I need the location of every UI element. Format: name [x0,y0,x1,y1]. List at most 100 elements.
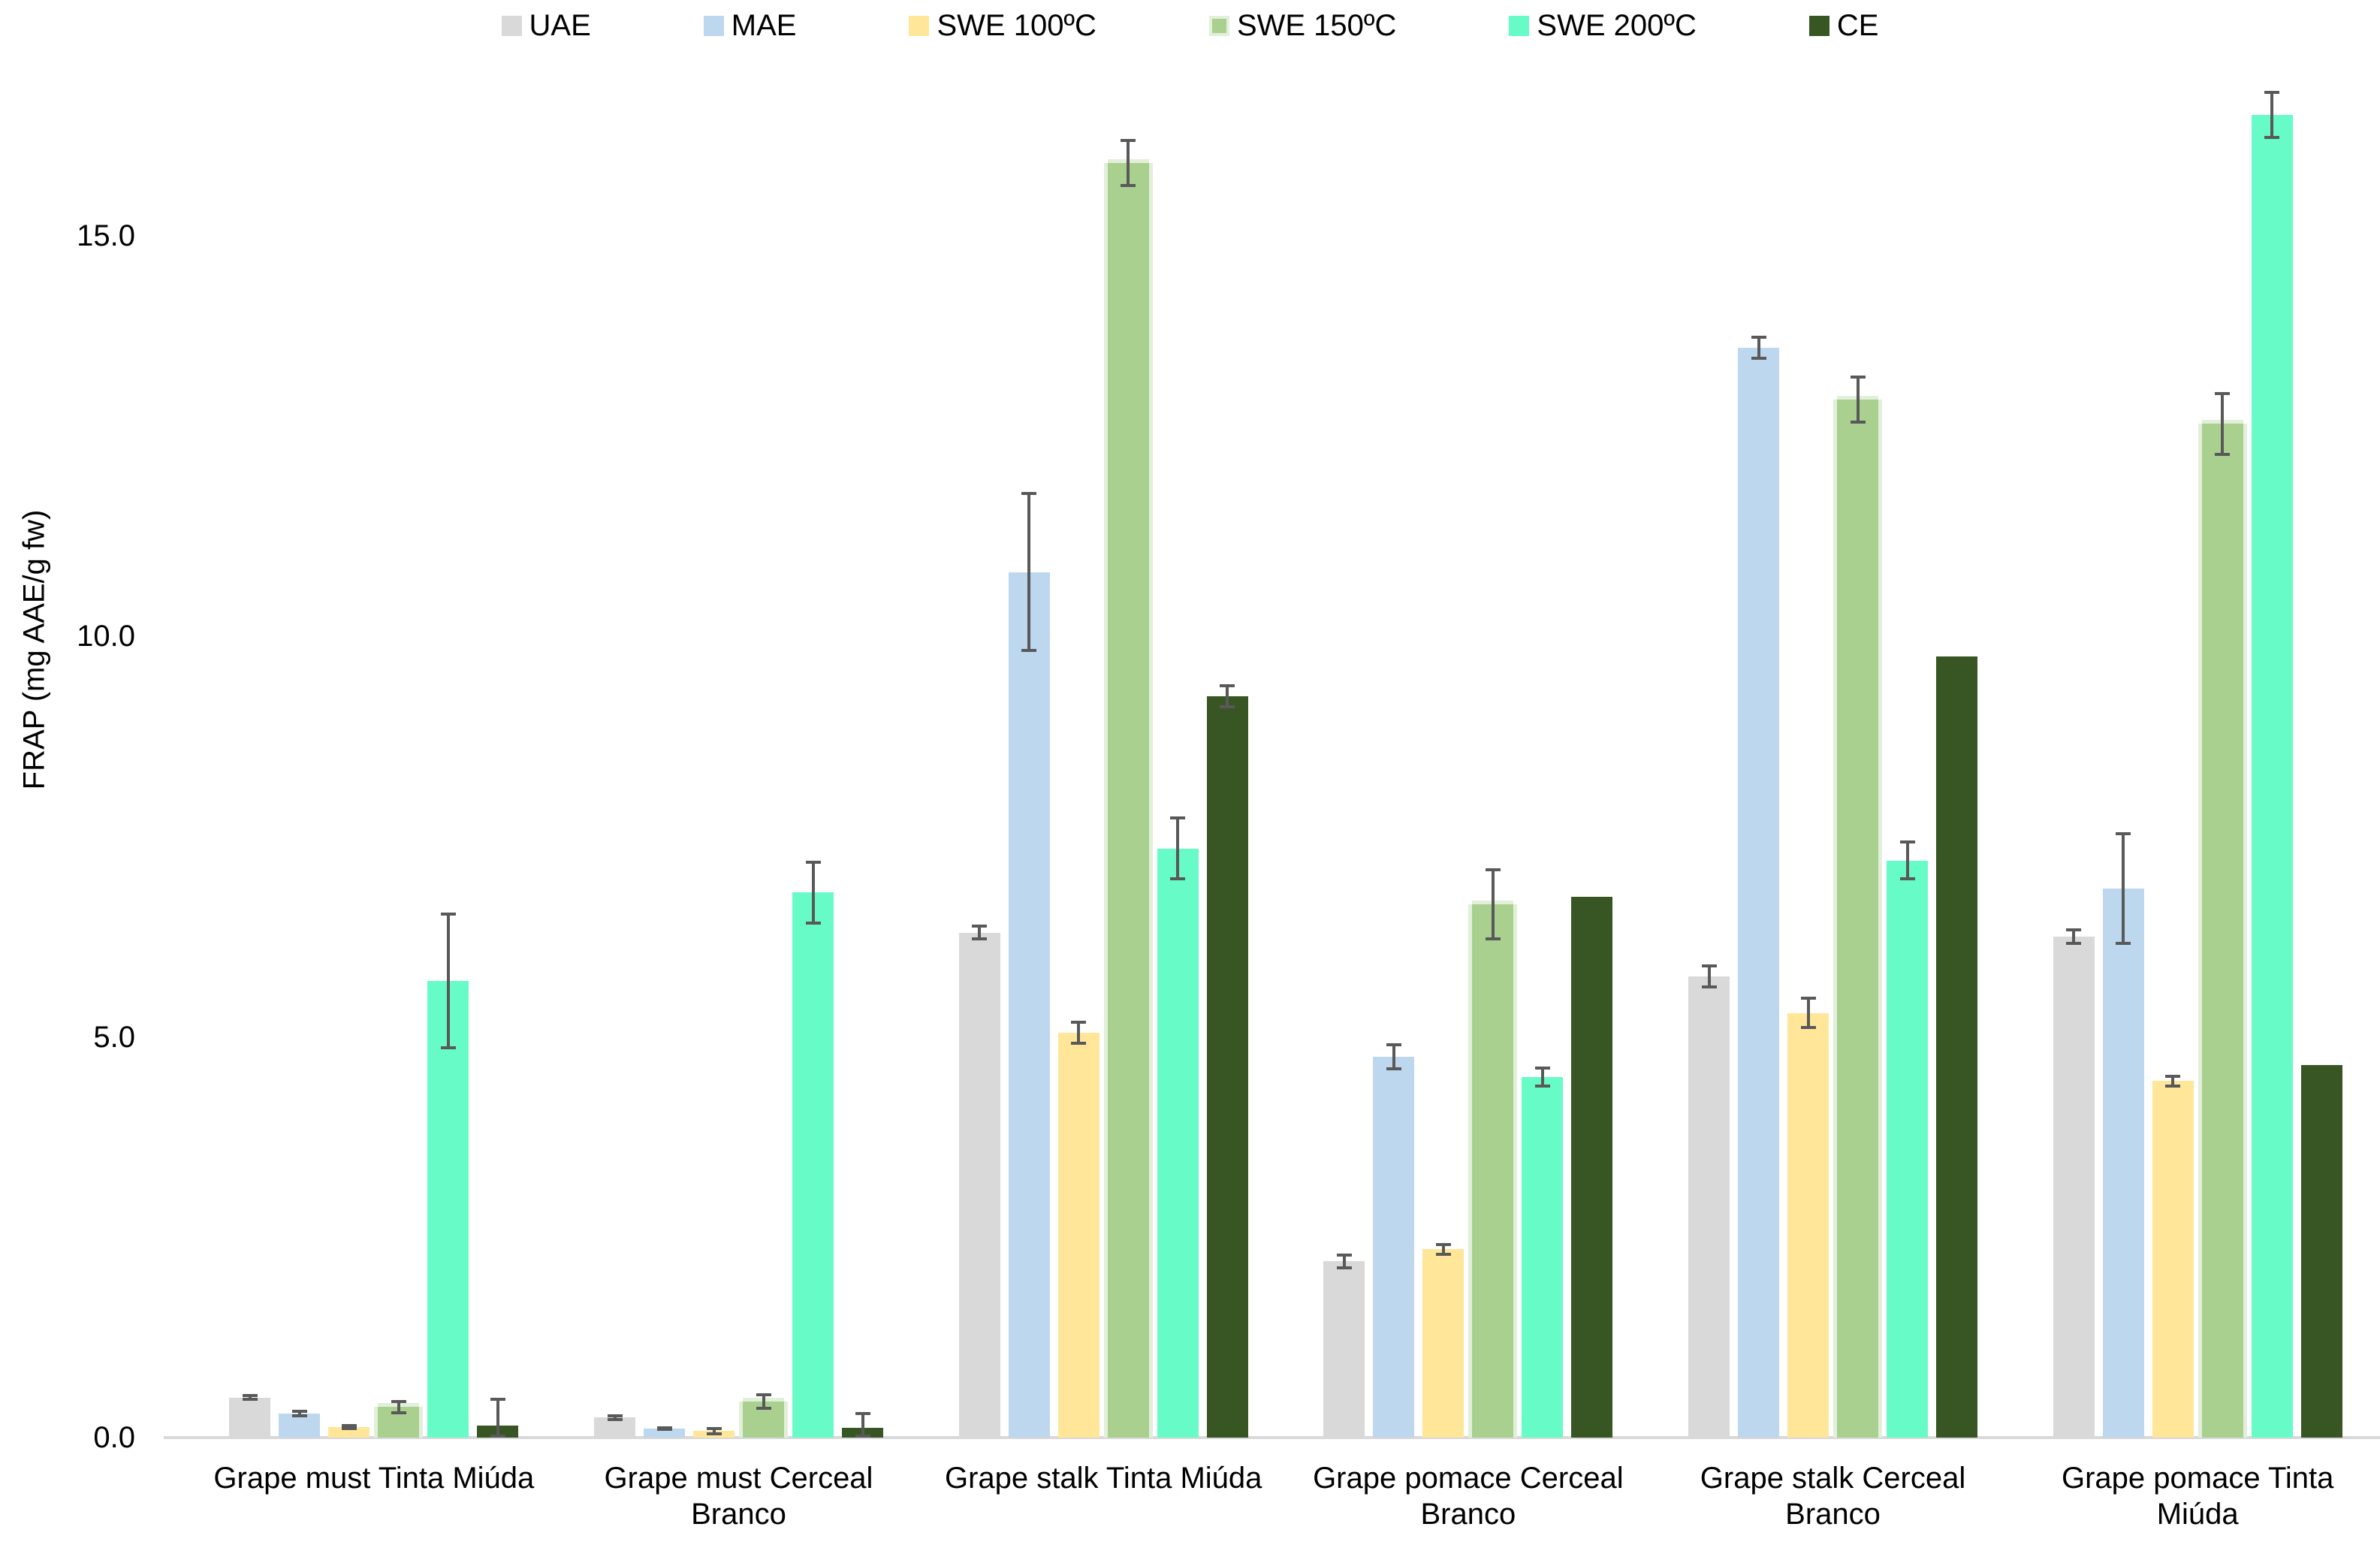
bar-mae-grape-stalk-cerceal-branco [1738,347,1780,1438]
legend-item-swe-200-c: SWE 200ºC [1509,9,1697,42]
x-category-label-text: Grape pomace Cerceal Branco [1313,1462,1624,1531]
error-bar [1534,1067,1550,1088]
error-bar [1800,997,1816,1029]
error-bar [1121,139,1136,188]
legend-item-swe-150-c: SWE 150ºC [1208,9,1397,42]
legend-swatch-icon [703,15,724,36]
bar-group-grape-pomace-cerceal-branco [1286,0,1651,1438]
bar-uae-grape-must-cerceal-branco [594,1417,635,1438]
bar-cell [328,0,370,1438]
x-category-label-text: Grape must Cerceal Branco [604,1462,873,1531]
bar-cell [279,0,321,1438]
legend-item-mae: MAE [703,9,797,42]
bar-cell [594,0,635,1438]
legend-label: SWE 200ºC [1537,9,1697,42]
bar-uae-grape-stalk-tinta-mi-da [958,932,1000,1438]
bar-cell [1157,0,1199,1438]
error-bar [656,1426,672,1432]
y-tick-label: 15.0 [77,219,135,252]
bar-cell [2251,0,2293,1438]
error-bar [2165,1074,2181,1088]
bar-cell [1373,0,1415,1438]
legend-label: SWE 100ºC [937,9,1096,42]
error-bar [805,860,821,925]
error-bar [1336,1253,1352,1270]
bar-cell [1422,0,1464,1438]
bar-swe-100-c-grape-pomace-tinta-mi-da [2152,1081,2194,1438]
bar-uae-grape-stalk-cerceal-branco [1688,976,1730,1438]
error-bar [1701,964,1717,989]
bar-mae-grape-must-cerceal-branco [644,1429,685,1438]
bar-cell [1738,0,1780,1438]
bar-swe-200-c-grape-must-cerceal-branco [792,892,834,1438]
x-category-label: Grape must Tinta Miúda [192,1460,557,1532]
bar-cell [477,0,519,1438]
legend-item-ce: CE [1808,9,1879,42]
bar-cell [743,0,784,1438]
error-bar [1021,491,1037,653]
error-bar [1850,376,1866,424]
bar-uae-grape-pomace-tinta-mi-da [2053,937,2095,1438]
bar-mae-grape-pomace-tinta-mi-da [2102,889,2144,1438]
x-category-labels: Grape must Tinta Miúda Grape must Cerceal… [192,1460,2380,1532]
bar-cell [1936,0,1978,1438]
bar-swe-150-c-grape-stalk-tinta-mi-da [1107,163,1149,1438]
bar-cell [1107,0,1149,1438]
bar-cell [1787,0,1829,1438]
x-category-label: Grape stalk Tinta Miúda [921,1460,1286,1532]
x-category-label-text: Grape pomace Tinta Miúda [2061,1462,2334,1531]
bar-cell [1323,0,1365,1438]
error-bar [2116,832,2131,946]
legend-label: SWE 150ºC [1236,9,1397,42]
bar-group-grape-must-tinta-mi-da [192,0,557,1438]
legend-item-uae: UAE [501,9,591,42]
bar-swe-150-c-grape-pomace-cerceal-branco [1472,904,1514,1438]
bar-swe-100-c-grape-must-tinta-mi-da [328,1427,370,1438]
bar-ce-grape-stalk-tinta-mi-da [1206,696,1248,1438]
error-bar [291,1409,307,1418]
error-bar [341,1423,357,1431]
bar-cell [2152,0,2194,1438]
error-bar [1071,1021,1087,1046]
bar-cell [229,0,271,1438]
error-bar [490,1397,505,1438]
legend-label: MAE [731,9,797,42]
bar-cell [378,0,420,1438]
bar-uae-grape-pomace-cerceal-branco [1323,1261,1365,1438]
bar-mae-grape-pomace-cerceal-branco [1373,1057,1415,1438]
legend-swatch-icon [501,15,522,36]
error-bar [1435,1242,1451,1256]
error-bar [1751,335,1766,360]
bar-cell [1206,0,1248,1438]
x-category-label: Grape pomace Cerceal Branco [1286,1460,1651,1532]
error-bar [972,925,988,941]
bar-group-grape-pomace-tinta-mi-da [2015,0,2380,1438]
bar-cell [1057,0,1100,1438]
error-bar [391,1399,406,1415]
bar-cell [792,0,834,1438]
legend-label: CE [1836,9,1879,42]
x-category-label: Grape must Cerceal Branco [557,1460,922,1532]
bar-cell [644,0,685,1438]
plot-area [192,0,2380,1438]
legend-item-swe-100-c: SWE 100ºC [909,9,1096,42]
x-category-label: Grape stalk Cerceal Branco [1651,1460,2016,1532]
bar-ce-grape-stalk-cerceal-branco [1936,656,1978,1438]
bar-ce-grape-pomace-tinta-mi-da [2300,1064,2342,1438]
error-bar [1170,816,1186,881]
bar-cell [2053,0,2095,1438]
legend-swatch-icon [909,15,930,36]
error-bar [706,1427,722,1435]
error-bar [440,913,456,1049]
legend-label: UAE [529,9,591,42]
bar-swe-150-c-grape-stalk-cerceal-branco [1837,400,1879,1438]
legend-swatch-icon [1208,15,1229,36]
legend: UAE MAE SWE 100ºC SWE 150ºC SWE 200ºC CE [0,9,2380,42]
bar-uae-grape-must-tinta-mi-da [229,1397,271,1438]
bar-group-grape-stalk-cerceal-branco [1651,0,2016,1438]
legend-swatch-icon [1808,15,1829,36]
bar-cell [2300,0,2342,1438]
bar-swe-200-c-grape-stalk-cerceal-branco [1887,860,1929,1438]
bar-swe-200-c-grape-must-tinta-mi-da [427,980,469,1438]
